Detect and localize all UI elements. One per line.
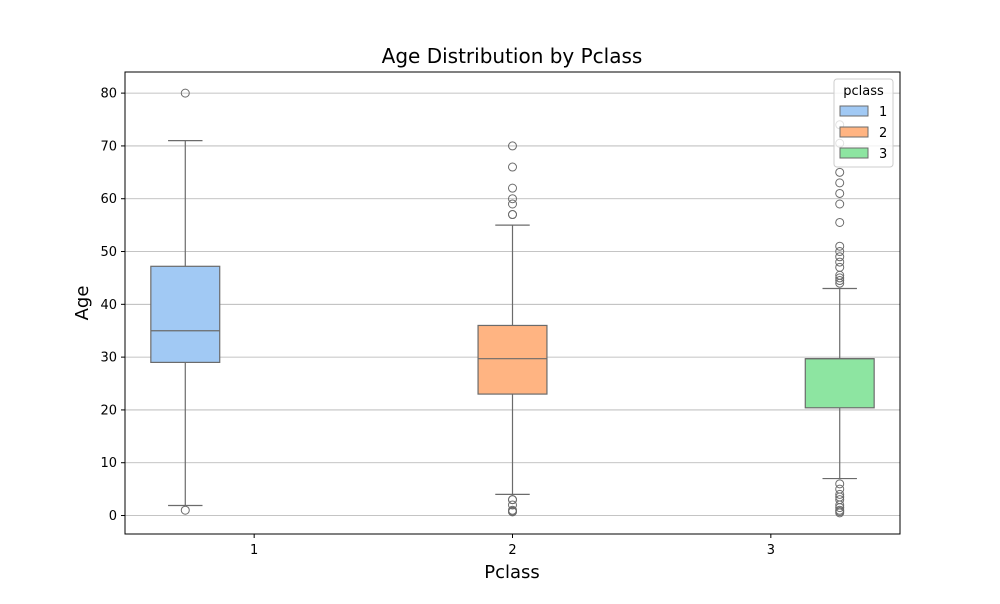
legend-label: 3: [879, 147, 887, 162]
outlier-point: [835, 262, 845, 272]
outlier-point: [508, 194, 517, 204]
outlier-point: [835, 241, 845, 251]
y-tick-label: 20: [100, 403, 117, 418]
chart-title: Age Distribution by Pclass: [382, 44, 643, 68]
outlier-point: [508, 199, 517, 209]
y-tick-label: 50: [100, 245, 117, 260]
outlier-point: [835, 188, 845, 198]
outlier-point: [835, 276, 845, 286]
outlier-point: [835, 508, 845, 518]
outlier-point: [508, 183, 517, 193]
outlier-point: [835, 178, 845, 188]
legend-box: [833, 78, 894, 168]
outlier-point: [835, 273, 845, 283]
outlier-point: [835, 479, 845, 489]
outlier-point: [835, 503, 845, 513]
y-tick-label: 80: [100, 87, 117, 102]
outlier-point: [835, 257, 845, 267]
x-tick-label: 1: [250, 543, 258, 558]
x-tick-label: 2: [508, 543, 516, 558]
y-tick-label: 60: [100, 192, 117, 207]
x-axis-label: Pclass: [484, 562, 540, 583]
outlier-point: [835, 489, 845, 499]
legend-swatch: [839, 147, 869, 159]
y-tick-label: 10: [100, 456, 117, 471]
x-tick-label: 3: [767, 543, 775, 558]
legend-swatch: [839, 105, 869, 117]
y-tick-label: 0: [109, 509, 117, 524]
y-tick-label: 70: [100, 139, 117, 154]
box-series-1: [150, 88, 221, 515]
outlier-point: [835, 252, 845, 262]
outlier-point: [508, 495, 517, 505]
outlier-point: [508, 210, 517, 220]
outlier-point: [835, 247, 845, 257]
outlier-point: [835, 278, 845, 288]
box-iqr: [150, 265, 221, 363]
legend-swatch: [839, 126, 869, 138]
box-iqr: [804, 358, 875, 409]
outlier-point: [835, 167, 845, 177]
outlier-point: [180, 88, 190, 98]
outlier-point: [180, 505, 190, 515]
outlier-point: [508, 162, 517, 172]
outlier-point: [835, 199, 845, 209]
legend-label: 1: [879, 105, 887, 120]
legend: pclass 1 2 3: [833, 78, 894, 168]
legend-title: pclass: [843, 84, 884, 99]
outlier-point: [835, 217, 845, 227]
outlier-point: [508, 500, 517, 510]
legend-label: 2: [879, 126, 887, 141]
box-series-2: [477, 141, 548, 517]
outlier-point: [508, 141, 517, 151]
y-tick-label: 30: [100, 351, 117, 366]
axis-ticks: 0 10 20 30 40 50 60 70 80 1 2 3: [100, 87, 775, 558]
y-axis-label: Age: [72, 286, 93, 321]
y-tick-label: 40: [100, 298, 117, 313]
boxes: [150, 88, 875, 518]
outlier-point: [508, 507, 517, 517]
box-iqr: [477, 324, 548, 395]
box-series-3: [804, 120, 875, 518]
